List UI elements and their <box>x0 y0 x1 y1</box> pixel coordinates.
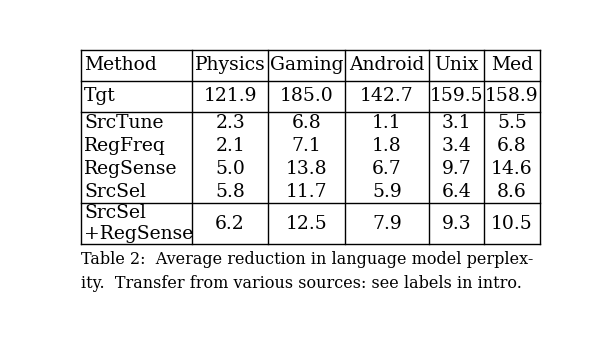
Text: Gaming: Gaming <box>270 57 344 75</box>
Text: Med: Med <box>491 57 533 75</box>
Text: 9.7: 9.7 <box>442 160 471 178</box>
Text: Table 2:  Average reduction in language model perplex-: Table 2: Average reduction in language m… <box>81 251 534 268</box>
Text: 5.0: 5.0 <box>215 160 245 178</box>
Text: 3.4: 3.4 <box>442 137 471 155</box>
Text: 5.8: 5.8 <box>215 183 245 201</box>
Text: 6.4: 6.4 <box>442 183 471 201</box>
Text: 3.1: 3.1 <box>442 114 471 132</box>
Text: 2.3: 2.3 <box>215 114 245 132</box>
Text: Physics: Physics <box>195 57 265 75</box>
Text: 7.1: 7.1 <box>291 137 322 155</box>
Text: 158.9: 158.9 <box>485 87 539 105</box>
Text: 1.1: 1.1 <box>372 114 402 132</box>
Text: 121.9: 121.9 <box>204 87 257 105</box>
Text: 6.2: 6.2 <box>215 215 245 233</box>
Text: 5.9: 5.9 <box>372 183 402 201</box>
Text: 11.7: 11.7 <box>286 183 327 201</box>
Text: 6.8: 6.8 <box>291 114 322 132</box>
Text: 9.3: 9.3 <box>442 215 471 233</box>
Text: 6.7: 6.7 <box>372 160 402 178</box>
Text: 1.8: 1.8 <box>372 137 402 155</box>
Text: 8.6: 8.6 <box>497 183 527 201</box>
Text: ity.  Transfer from various sources: see labels in intro.: ity. Transfer from various sources: see … <box>81 275 522 292</box>
Text: 159.5: 159.5 <box>430 87 484 105</box>
Text: 12.5: 12.5 <box>286 215 327 233</box>
Text: 2.1: 2.1 <box>215 137 245 155</box>
Text: SrcSel: SrcSel <box>84 183 146 201</box>
Text: 10.5: 10.5 <box>491 215 533 233</box>
Text: SrcSel
+RegSense: SrcSel +RegSense <box>84 204 193 243</box>
Text: 6.8: 6.8 <box>497 137 527 155</box>
Text: SrcTune: SrcTune <box>84 114 164 132</box>
Text: 7.9: 7.9 <box>372 215 402 233</box>
Text: 142.7: 142.7 <box>360 87 414 105</box>
Text: Tgt: Tgt <box>84 87 116 105</box>
Text: Android: Android <box>349 57 424 75</box>
Text: 14.6: 14.6 <box>491 160 533 178</box>
Text: RegFreq: RegFreq <box>84 137 166 155</box>
Text: 13.8: 13.8 <box>286 160 327 178</box>
Text: 185.0: 185.0 <box>280 87 333 105</box>
Text: RegSense: RegSense <box>84 160 178 178</box>
Text: Unix: Unix <box>435 57 479 75</box>
Text: 5.5: 5.5 <box>497 114 527 132</box>
Text: Method: Method <box>84 57 157 75</box>
